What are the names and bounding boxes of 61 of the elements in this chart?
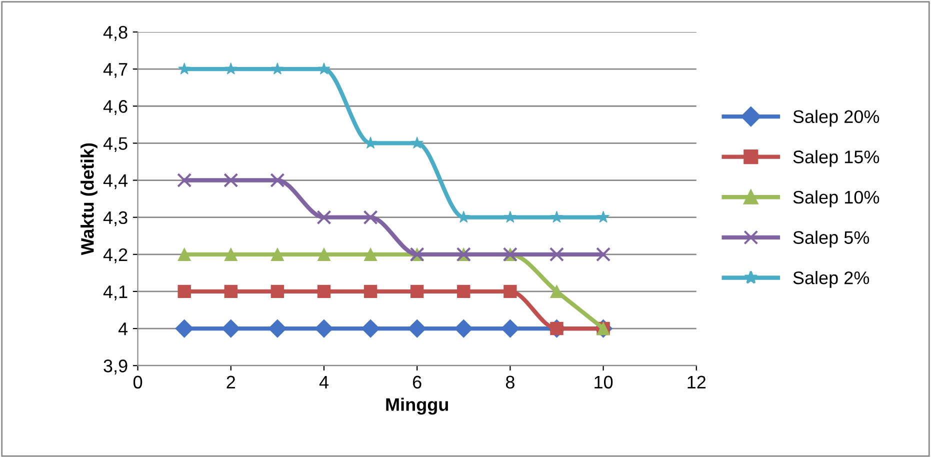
point [410, 284, 424, 298]
point [178, 248, 191, 261]
y-tick-label: 4,7 [103, 63, 128, 78]
point [596, 210, 610, 223]
y-axis-title: Waktu (detik) [80, 143, 98, 256]
point [408, 319, 426, 338]
x-tick-label: 8 [506, 376, 514, 389]
point [454, 319, 473, 338]
point [596, 247, 611, 262]
y-tick-label: 3,9 [104, 360, 128, 374]
point [178, 284, 191, 298]
point [178, 62, 191, 74]
legend-label: Salep 20% [793, 110, 880, 127]
legend-label: Salep 15% [793, 150, 880, 167]
point [317, 284, 331, 298]
point [270, 248, 284, 261]
point [175, 319, 194, 338]
point [314, 319, 334, 338]
point [271, 62, 284, 74]
point [504, 284, 517, 298]
x-tick-label: 10 [594, 376, 613, 389]
point [364, 284, 378, 298]
point [270, 284, 284, 298]
point [317, 248, 331, 261]
y-tick-label: 4,4 [103, 174, 128, 190]
point [501, 319, 520, 338]
y-tick-label: 4 [118, 322, 128, 336]
point [318, 62, 330, 74]
x-tick-label: 6 [412, 376, 422, 389]
y-tick-label: 4,6 [103, 100, 128, 115]
x-tick-label: 12 [688, 376, 706, 388]
point [177, 172, 192, 188]
point [364, 248, 378, 261]
y-tick-label: 4,8 [103, 26, 128, 41]
point [504, 210, 516, 223]
point [363, 210, 378, 225]
point [410, 136, 424, 149]
y-tick-label: 4,2 [103, 248, 128, 264]
point [224, 172, 238, 188]
point [361, 319, 380, 338]
point [224, 62, 238, 74]
point [550, 284, 564, 298]
x-tick-label: 2 [226, 376, 236, 388]
point [549, 247, 564, 262]
y-tick-label: 4,5 [103, 137, 128, 152]
point [224, 284, 238, 298]
point [222, 319, 240, 338]
legend-label: Salep 5% [793, 230, 870, 248]
point [224, 248, 238, 261]
y-tick-label: 4,3 [103, 211, 128, 226]
point [316, 210, 332, 225]
point [550, 210, 564, 223]
x-tick-label: 0 [133, 376, 142, 389]
point [457, 284, 470, 298]
point [268, 319, 287, 338]
x-axis-title: Minggu [386, 398, 448, 415]
legend-label: Salep 2% [793, 270, 870, 288]
point [270, 172, 285, 188]
y-tick-label: 4,1 [103, 286, 128, 300]
legend-label: Salep 10% [793, 190, 880, 208]
x-tick-label: 4 [319, 376, 328, 388]
